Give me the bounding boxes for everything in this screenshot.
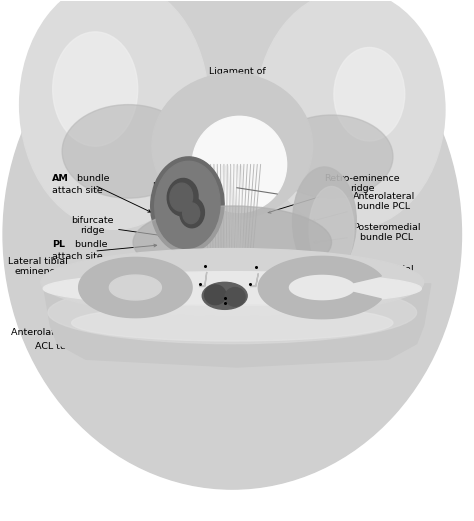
- Ellipse shape: [19, 0, 209, 229]
- Text: Tibial attachment
sites of ACL: Tibial attachment sites of ACL: [133, 312, 221, 359]
- Text: Anterolateral
bundle PCL: Anterolateral bundle PCL: [312, 192, 415, 221]
- Ellipse shape: [152, 73, 313, 219]
- Ellipse shape: [53, 32, 138, 146]
- Ellipse shape: [72, 305, 393, 341]
- Text: Anterolateral fossa: Anterolateral fossa: [11, 328, 101, 337]
- Ellipse shape: [309, 187, 354, 272]
- Ellipse shape: [155, 162, 220, 249]
- Ellipse shape: [202, 282, 247, 309]
- Ellipse shape: [133, 206, 331, 279]
- Ellipse shape: [205, 285, 226, 305]
- Polygon shape: [258, 256, 382, 319]
- Ellipse shape: [48, 281, 417, 344]
- Text: attach site: attach site: [52, 186, 102, 195]
- Ellipse shape: [43, 271, 421, 305]
- Ellipse shape: [192, 116, 287, 213]
- Ellipse shape: [225, 288, 245, 306]
- Ellipse shape: [182, 203, 200, 224]
- Text: attach site: attach site: [52, 252, 102, 261]
- Text: bundle: bundle: [72, 240, 107, 250]
- Text: PL: PL: [52, 240, 65, 250]
- Text: Lateral tibial
eminence: Lateral tibial eminence: [8, 257, 91, 277]
- Ellipse shape: [41, 249, 424, 316]
- Text: Lateral meniscus: Lateral meniscus: [47, 289, 128, 300]
- Text: Ligament of
Wrisberg
(posterior menisco-
femoral ligament): Ligament of Wrisberg (posterior menisco-…: [191, 67, 283, 193]
- Text: AM: AM: [224, 294, 238, 303]
- PathPatch shape: [43, 284, 431, 367]
- Text: Medial tibial
eminence: Medial tibial eminence: [344, 265, 414, 284]
- Text: ACL ridge: ACL ridge: [271, 326, 334, 353]
- Text: Posteromedial
bundle PCL: Posteromedial bundle PCL: [314, 223, 420, 243]
- Polygon shape: [250, 274, 258, 287]
- Ellipse shape: [170, 183, 192, 211]
- Ellipse shape: [256, 0, 445, 229]
- Text: AM: AM: [52, 175, 69, 183]
- Polygon shape: [109, 275, 161, 300]
- Ellipse shape: [167, 179, 198, 216]
- Ellipse shape: [292, 167, 356, 276]
- Polygon shape: [199, 272, 207, 287]
- Ellipse shape: [334, 47, 405, 141]
- Text: Retro-eminence
ridge: Retro-eminence ridge: [268, 174, 400, 213]
- Text: PL: PL: [210, 294, 220, 303]
- Polygon shape: [79, 257, 192, 318]
- Ellipse shape: [270, 115, 393, 198]
- Text: bifurcate
ridge: bifurcate ridge: [71, 216, 162, 237]
- Ellipse shape: [180, 197, 204, 228]
- Text: LIR: LIR: [152, 182, 166, 210]
- Text: bundle: bundle: [74, 175, 110, 183]
- Text: Medial meniscus: Medial meniscus: [323, 289, 402, 297]
- Ellipse shape: [151, 157, 224, 253]
- Ellipse shape: [3, 0, 462, 489]
- Text: ACL tubercle: ACL tubercle: [35, 334, 147, 351]
- Ellipse shape: [62, 105, 194, 198]
